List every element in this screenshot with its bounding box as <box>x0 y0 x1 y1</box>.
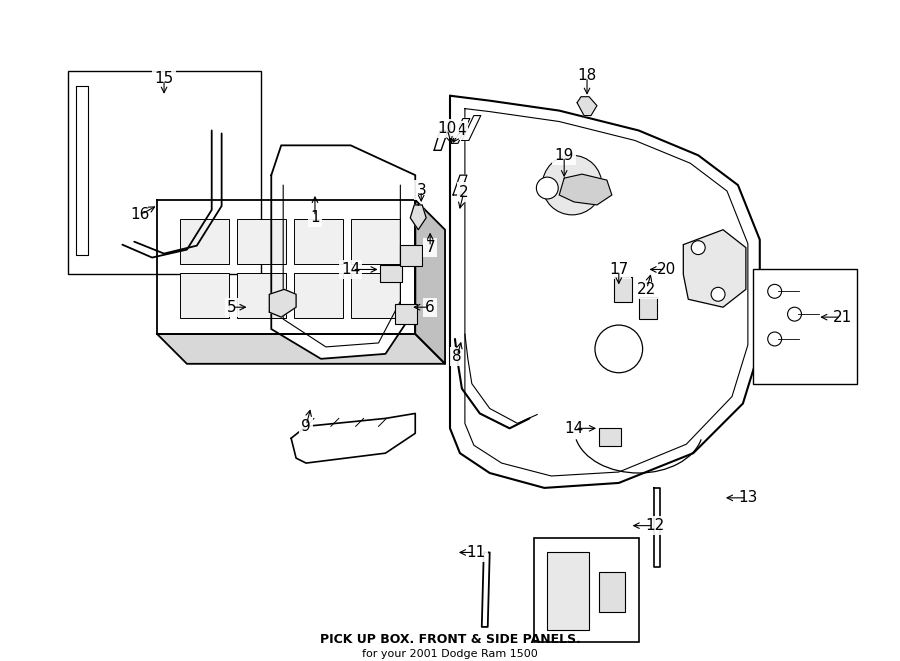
Bar <box>294 219 343 264</box>
Text: 10: 10 <box>437 121 456 136</box>
Text: for your 2001 Dodge Ram 1500: for your 2001 Dodge Ram 1500 <box>362 648 538 659</box>
Bar <box>535 537 639 642</box>
Bar <box>614 278 632 302</box>
Text: 2: 2 <box>459 184 469 200</box>
Polygon shape <box>451 118 470 143</box>
Text: 4: 4 <box>456 123 465 138</box>
Polygon shape <box>482 553 490 627</box>
Text: 17: 17 <box>609 262 628 277</box>
Text: 18: 18 <box>578 68 597 83</box>
Text: 14: 14 <box>564 421 584 436</box>
Bar <box>639 297 656 319</box>
Text: 21: 21 <box>832 309 851 325</box>
Text: 9: 9 <box>302 419 310 434</box>
Polygon shape <box>434 130 448 150</box>
Text: 6: 6 <box>426 299 435 315</box>
Polygon shape <box>577 97 597 116</box>
Circle shape <box>788 307 802 321</box>
Circle shape <box>595 325 643 373</box>
Polygon shape <box>653 488 661 567</box>
Text: 13: 13 <box>738 490 758 506</box>
Bar <box>294 273 343 318</box>
Text: 8: 8 <box>452 350 462 364</box>
Text: 16: 16 <box>130 208 150 222</box>
Circle shape <box>768 332 781 346</box>
Polygon shape <box>271 145 415 359</box>
Polygon shape <box>291 413 415 463</box>
Polygon shape <box>158 334 445 364</box>
Circle shape <box>711 288 725 301</box>
Bar <box>598 428 621 446</box>
Text: PICK UP BOX. FRONT & SIDE PANELS.: PICK UP BOX. FRONT & SIDE PANELS. <box>320 633 580 646</box>
Polygon shape <box>683 230 746 307</box>
Text: 3: 3 <box>417 182 426 198</box>
Text: 15: 15 <box>155 71 174 87</box>
Bar <box>68 71 261 274</box>
Text: 14: 14 <box>341 262 360 277</box>
Text: 20: 20 <box>657 262 676 277</box>
Bar <box>547 553 589 630</box>
Circle shape <box>543 155 602 215</box>
Text: 12: 12 <box>645 518 664 533</box>
Bar <box>237 219 286 264</box>
Bar <box>351 219 400 264</box>
Bar <box>598 572 625 612</box>
Polygon shape <box>453 175 467 195</box>
Polygon shape <box>76 86 87 254</box>
Bar <box>381 264 402 282</box>
Bar <box>351 273 400 318</box>
Polygon shape <box>158 200 415 334</box>
Circle shape <box>691 241 706 254</box>
Bar <box>237 273 286 318</box>
Circle shape <box>768 284 781 298</box>
Circle shape <box>536 177 558 199</box>
Polygon shape <box>559 174 612 205</box>
Polygon shape <box>410 205 427 230</box>
Polygon shape <box>462 116 481 140</box>
Polygon shape <box>450 96 760 488</box>
Bar <box>180 219 230 264</box>
Text: 1: 1 <box>310 210 320 225</box>
Polygon shape <box>415 200 445 364</box>
Text: 7: 7 <box>426 240 435 255</box>
Text: 19: 19 <box>554 148 574 163</box>
Bar <box>752 270 857 383</box>
Bar <box>400 245 422 266</box>
Polygon shape <box>269 290 296 317</box>
Bar <box>180 273 230 318</box>
Text: 22: 22 <box>637 282 656 297</box>
Text: 11: 11 <box>466 545 485 560</box>
Text: 5: 5 <box>227 299 237 315</box>
Bar <box>395 304 418 324</box>
